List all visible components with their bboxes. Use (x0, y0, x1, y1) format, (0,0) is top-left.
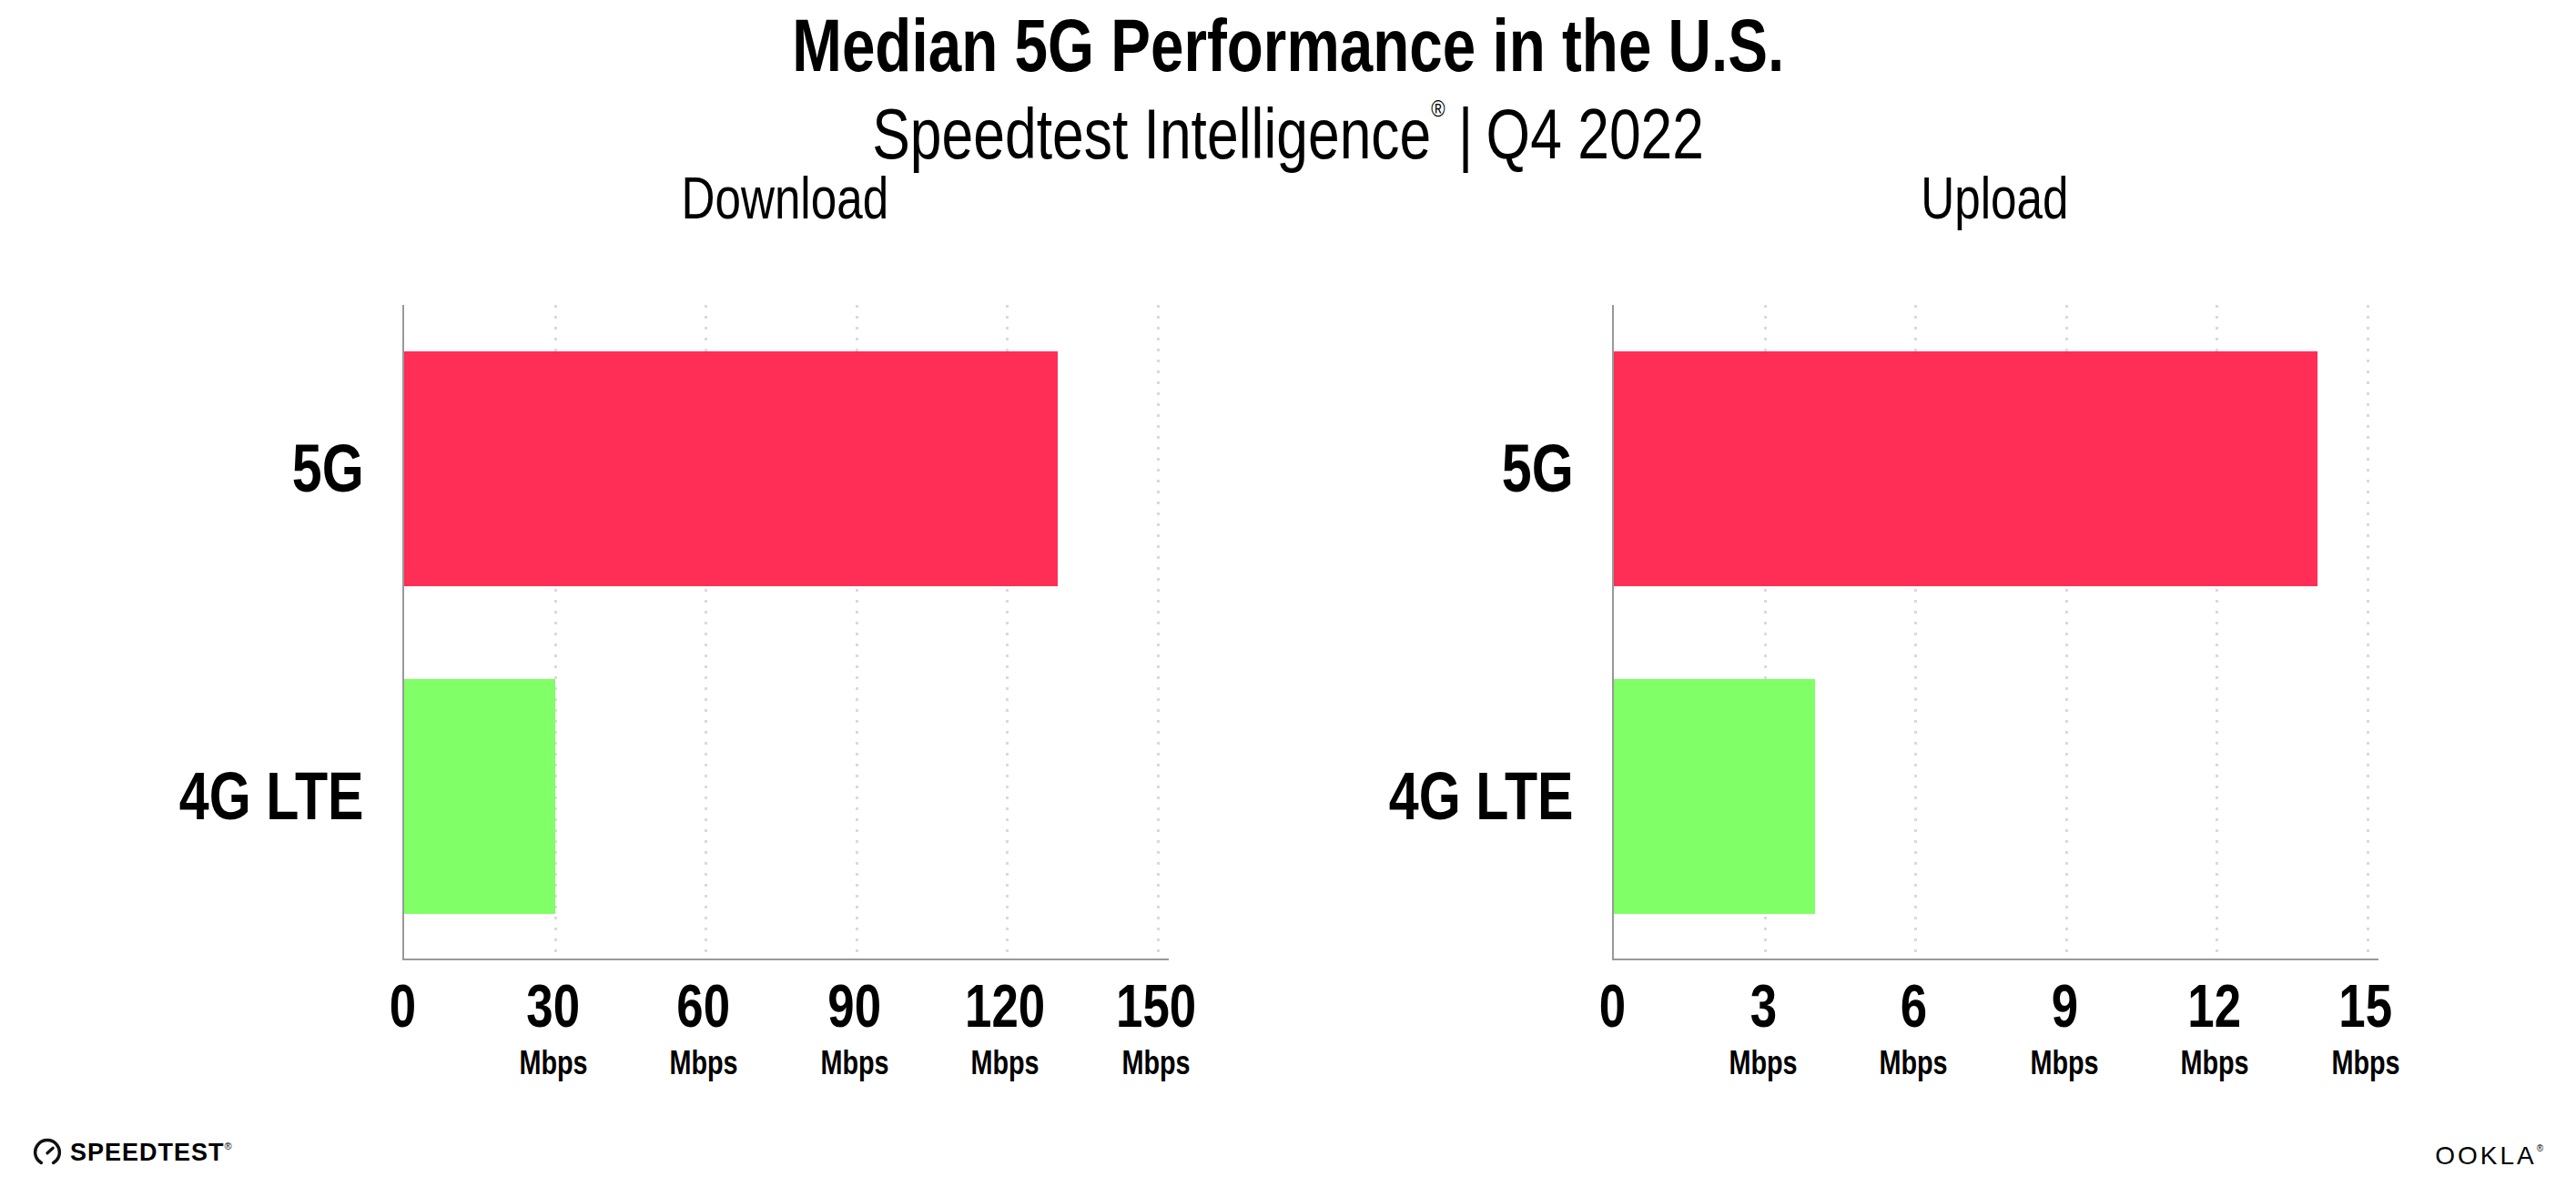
download-chart-title: Download (402, 169, 1167, 228)
upload-bar-5g (1614, 351, 2317, 586)
registered-mark: ® (1431, 95, 1445, 122)
ookla-logo: OOKLA® (2435, 1143, 2546, 1169)
download-category-label-5g: 5G (0, 432, 364, 505)
download-bar-4g-lte (404, 679, 555, 914)
speedtest-logo: SPEEDTEST® (33, 1138, 233, 1167)
registered-mark: ® (2537, 1143, 2546, 1153)
gridline (2367, 305, 2369, 959)
upload-plot-area (1612, 305, 2378, 960)
upload-category-label-5g: 5G (1210, 432, 1574, 505)
infographic-canvas: Median 5G Performance in the U.S. Speedt… (0, 0, 2576, 1197)
subtitle-separator: | (1445, 94, 1486, 174)
registered-mark: ® (225, 1141, 233, 1151)
ookla-wordmark: OOKLA (2435, 1141, 2536, 1170)
page-title-text: Median 5G Performance in the U.S. (792, 8, 1784, 83)
gauge-icon (33, 1138, 62, 1167)
upload-bar-4g-lte (1614, 679, 1815, 914)
upload-category-label-4g-lte: 4G LTE (1210, 760, 1574, 833)
subtitle-brand: Speedtest Intelligence (872, 94, 1431, 174)
subtitle-period: Q4 2022 (1486, 94, 1703, 174)
download-bar-5g (404, 351, 1058, 586)
download-plot-area (402, 305, 1169, 960)
page-subtitle-text: Speedtest Intelligence®|Q4 2022 (872, 96, 1704, 169)
x-tick-15: 15 Mbps (2257, 976, 2475, 1080)
gridline (1157, 305, 1160, 959)
speedtest-wordmark: SPEEDTEST® (70, 1141, 233, 1165)
page-title: Median 5G Performance in the U.S. (0, 8, 2576, 83)
x-tick-150: 150 Mbps (1047, 976, 1265, 1080)
download-category-label-4g-lte: 4G LTE (0, 760, 364, 833)
page-subtitle: Speedtest Intelligence®|Q4 2022 (0, 96, 2576, 169)
upload-chart-title: Upload (1612, 169, 2377, 228)
